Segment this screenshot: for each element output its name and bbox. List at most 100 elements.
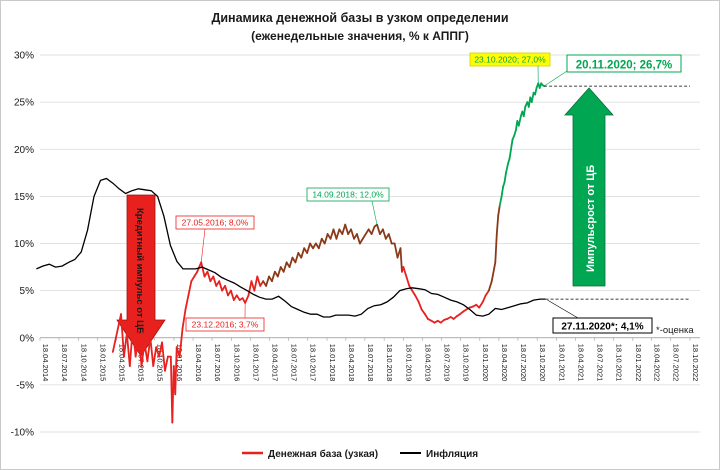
x-tick-label: 18.10.2020 xyxy=(538,344,547,382)
money-base-segment xyxy=(288,256,294,268)
x-tick-label: 18.10.2016 xyxy=(232,344,241,382)
x-axis-ticks: 18.04.2014 18.07.2014 18.10.2014 18.01.2015… xyxy=(39,337,700,382)
x-tick-label: 18.04.2014 xyxy=(41,344,50,382)
money-base-segment xyxy=(405,275,411,287)
legend-label-inflation: Инфляция xyxy=(426,448,478,460)
legend: Денежная база (узкая) Инфляция xyxy=(242,448,478,460)
annotation-label: 23.12.2016; 3,7% xyxy=(192,320,259,330)
money-base-segment xyxy=(300,247,306,259)
money-base-segment xyxy=(508,148,512,160)
money-base-segment xyxy=(361,233,367,240)
money-base-segment xyxy=(111,313,122,353)
money-base-segment xyxy=(149,336,155,367)
money-base-segment xyxy=(495,214,500,235)
money-base-segment xyxy=(230,289,235,301)
annotation-layer: 27.05.2016; 8,0% 23.12.2016; 3,7% 14.09.20… xyxy=(175,52,690,334)
down-arrow-label: Кредитный импульс от ЦБ xyxy=(134,208,145,334)
down-arrow-callout: Кредитный импульс от ЦБ xyxy=(116,194,166,357)
x-tick-label: 18.10.2022 xyxy=(691,344,700,382)
x-tick-label: 18.01.2021 xyxy=(557,344,566,382)
y-tick-label: 15% xyxy=(14,192,34,203)
money-base-segment xyxy=(178,327,184,358)
x-tick-label: 18.01.2022 xyxy=(634,344,643,382)
annotation-label: 27.11.2020*; 4,1% xyxy=(561,322,643,333)
money-base-segment xyxy=(414,294,420,303)
money-base-segment xyxy=(256,275,262,287)
money-base-segment xyxy=(271,270,276,283)
x-tick-label: 18.10.2019 xyxy=(462,344,471,382)
x-tick-label: 18.10.2014 xyxy=(79,344,88,382)
money-base-segment xyxy=(161,341,166,372)
money-base-segment xyxy=(341,223,347,235)
money-base-segment xyxy=(174,346,178,396)
annotation-box xyxy=(552,317,653,334)
y-axis-ticks: -10% -5% 0% 5% 10% 15% 20% 25% 30% xyxy=(11,51,34,439)
series-layer xyxy=(36,82,546,424)
annotation-box xyxy=(566,54,682,73)
money-base-segment xyxy=(478,301,484,309)
x-tick-label: 18.07.2017 xyxy=(289,344,298,382)
x-tick-label: 18.07.2016 xyxy=(213,344,222,382)
money-base-segment xyxy=(190,275,196,283)
money-base-segment xyxy=(206,270,212,283)
x-tick-label: 18.10.2018 xyxy=(385,344,394,382)
money-base-segment xyxy=(317,237,323,250)
money-base-segment xyxy=(417,301,423,311)
money-base-segment xyxy=(487,280,493,292)
annotation-leader xyxy=(200,228,206,263)
money-base-segment xyxy=(358,237,364,245)
x-tick-label: 18.04.2015 xyxy=(117,344,126,382)
y-tick-label: -5% xyxy=(16,380,34,391)
money-base-segment xyxy=(399,247,403,273)
money-base-segment xyxy=(402,266,408,278)
money-base-segment xyxy=(530,91,535,104)
annotation-box xyxy=(175,215,255,230)
annotation-box xyxy=(185,317,265,332)
money-base-segment xyxy=(200,261,206,278)
money-base-segment xyxy=(164,355,169,372)
x-tick-label: 18.04.2018 xyxy=(347,344,356,382)
chart-title: Динамика денежной базы в узком определен… xyxy=(211,11,508,25)
x-tick-label: 18.01.2015 xyxy=(99,344,108,382)
money-base-segment xyxy=(329,228,335,240)
x-tick-label: 18.01.2019 xyxy=(404,344,413,382)
money-base-segment xyxy=(381,228,387,240)
annotation-label: 23.10.2020; 27,0% xyxy=(474,55,546,65)
up-arrow-callout: Импульсрост от ЦБ xyxy=(564,87,614,287)
y-tick-label: 5% xyxy=(20,286,35,297)
x-tick-label: 18.04.2016 xyxy=(194,344,203,382)
money-base-segment xyxy=(517,115,522,127)
x-tick-label: 18.10.2017 xyxy=(309,344,318,382)
money-base-segment xyxy=(510,138,514,151)
down-arrow-shape xyxy=(116,194,166,357)
money-base-segment xyxy=(276,266,282,278)
annotation-label: 20.11.2020; 26,7% xyxy=(576,60,673,72)
money-base-segment xyxy=(497,204,501,217)
money-base-segment xyxy=(125,332,131,367)
money-base-segment xyxy=(534,87,538,96)
money-base-segment xyxy=(187,280,193,297)
money-base-segment xyxy=(500,186,504,198)
money-base-segment xyxy=(247,280,253,297)
money-base-segment xyxy=(265,275,270,287)
money-base-segment xyxy=(393,242,399,259)
money-base-segment xyxy=(128,327,134,367)
annotation-label: 27.05.2016; 8,0% xyxy=(182,218,249,228)
inflation-line xyxy=(36,177,546,318)
x-tick-label: 18.10.2015 xyxy=(156,344,165,382)
money-base-segment xyxy=(424,313,429,320)
up-arrow-label: Импульсрост от ЦБ xyxy=(585,165,597,272)
money-base-segment xyxy=(498,195,503,207)
y-tick-label: 25% xyxy=(14,98,34,109)
chart-subtitle: (еженедельные значения, % к АППГ) xyxy=(251,29,469,43)
money-base-segment xyxy=(332,228,338,240)
money-base-segment xyxy=(481,294,487,303)
x-tick-label: 18.04.2021 xyxy=(576,344,585,382)
up-arrow-shape xyxy=(564,87,614,287)
footnote: *-оценка xyxy=(656,325,694,336)
x-tick-label: 18.07.2014 xyxy=(60,344,69,382)
y-tick-label: 10% xyxy=(14,239,34,250)
annotation-box xyxy=(306,187,390,202)
money-base-segment xyxy=(356,233,361,245)
